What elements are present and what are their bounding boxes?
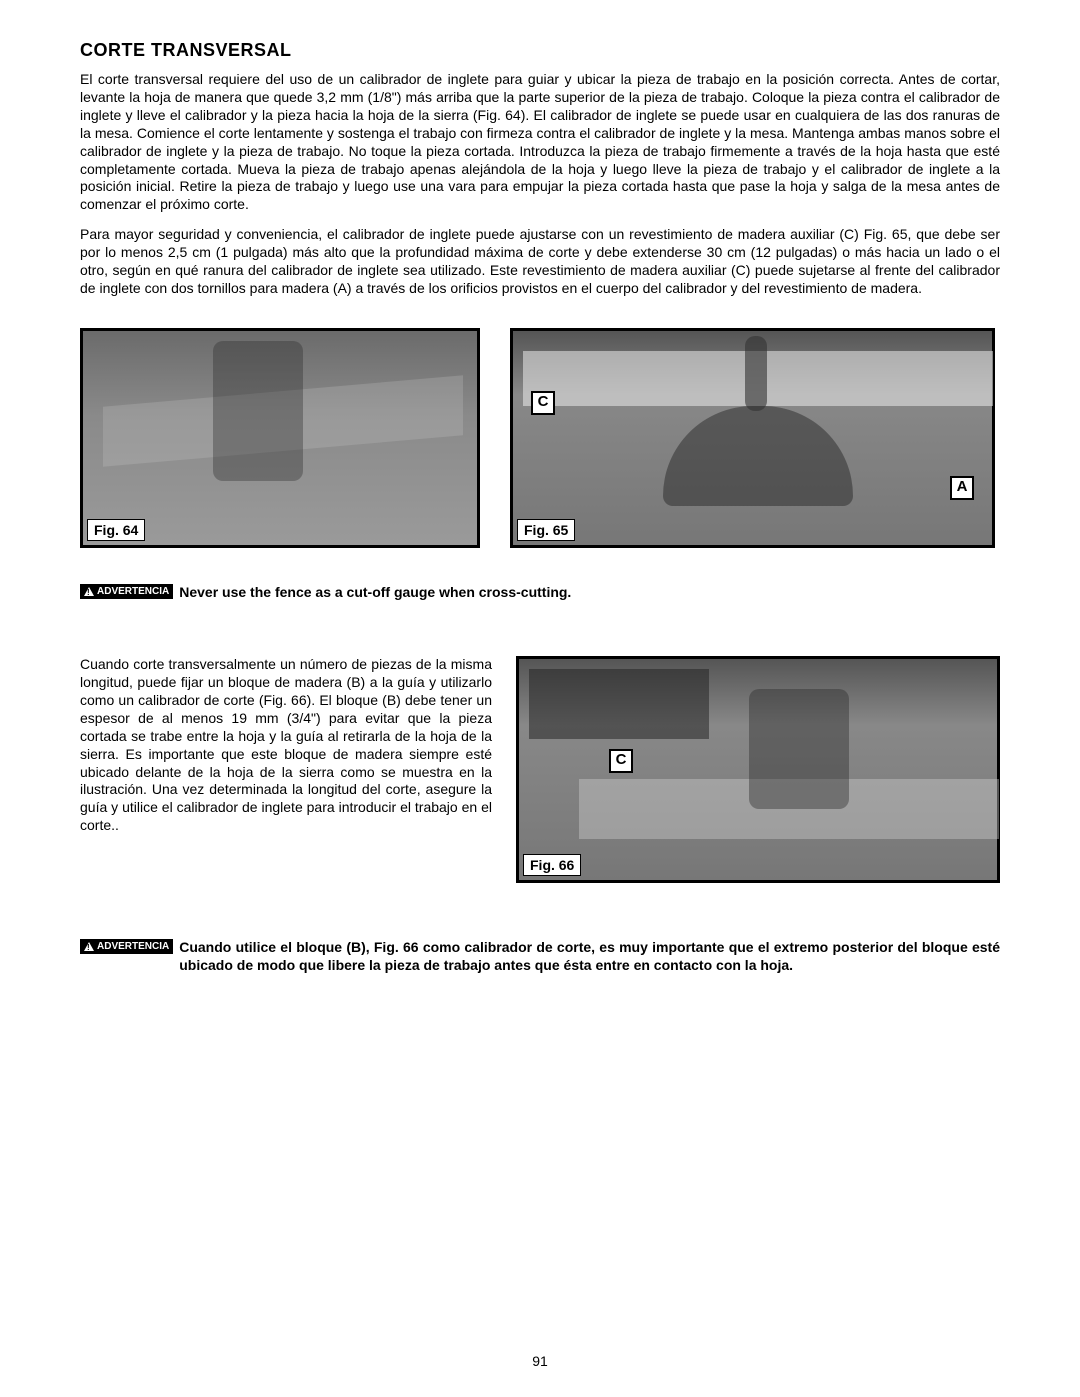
advertencia-badge: ADVERTENCIA: [80, 584, 173, 599]
warning-2-text: Cuando utilice el bloque (B), Fig. 66 co…: [179, 938, 1000, 974]
warning-triangle-icon: [84, 942, 94, 951]
warning-triangle-icon: [84, 587, 94, 596]
paragraph-3: Cuando corte transversalmente un número …: [80, 656, 492, 883]
figure-64-label: Fig. 64: [87, 519, 145, 541]
figure-66: C Fig. 66: [516, 656, 1000, 883]
callout-65-a: A: [950, 476, 974, 500]
warning-1-text: Never use the fence as a cut-off gauge w…: [179, 583, 571, 601]
callout-66-c: C: [609, 749, 633, 773]
warning-1: ADVERTENCIA Never use the fence as a cut…: [80, 583, 1000, 601]
figure-row-1: Fig. 64 C A Fig. 65: [80, 328, 1000, 548]
paragraph-2: Para mayor seguridad y conveniencia, el …: [80, 226, 1000, 298]
paragraph-1: El corte transversal requiere del uso de…: [80, 71, 1000, 214]
mid-section: Cuando corte transversalmente un número …: [80, 656, 1000, 883]
figure-65-label: Fig. 65: [517, 519, 575, 541]
figure-65: C A Fig. 65: [510, 328, 995, 548]
callout-65-c: C: [531, 391, 555, 415]
advertencia-label: ADVERTENCIA: [97, 586, 169, 597]
section-title: CORTE TRANSVERSAL: [80, 40, 1000, 61]
page: CORTE TRANSVERSAL El corte transversal r…: [0, 0, 1080, 1397]
warning-2: ADVERTENCIA Cuando utilice el bloque (B)…: [80, 938, 1000, 974]
page-number: 91: [0, 1353, 1080, 1369]
advertencia-badge-2: ADVERTENCIA: [80, 939, 173, 954]
advertencia-label-2: ADVERTENCIA: [97, 941, 169, 952]
figure-66-label: Fig. 66: [523, 854, 581, 876]
figure-64: Fig. 64: [80, 328, 480, 548]
